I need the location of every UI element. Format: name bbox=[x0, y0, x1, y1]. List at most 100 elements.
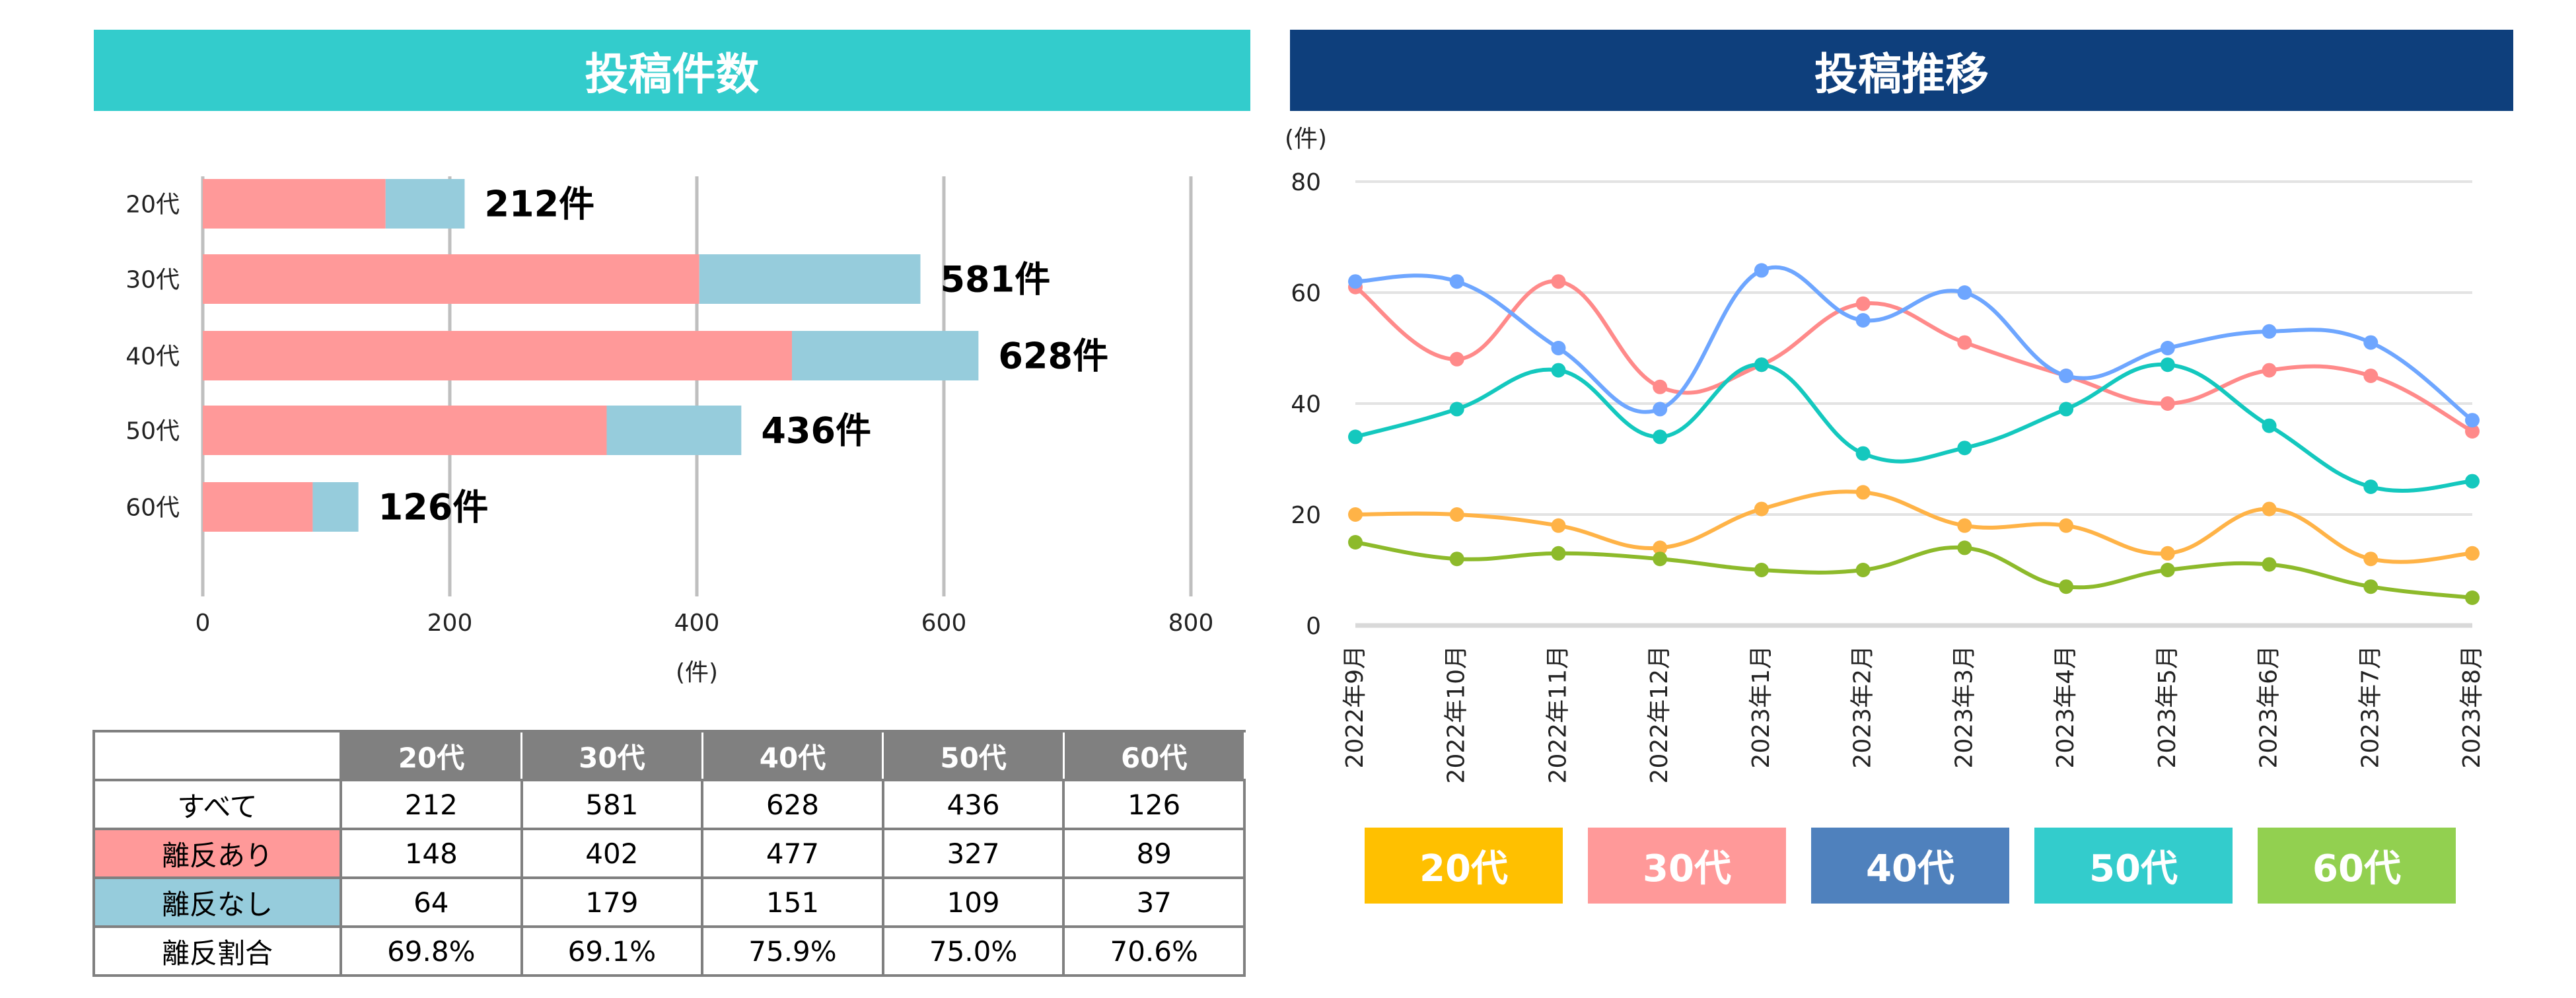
bar-total-label: 628件 bbox=[998, 336, 1108, 377]
bar-segment-retained bbox=[312, 482, 359, 532]
category-label: 20代 bbox=[125, 192, 180, 219]
table-cell: 212 bbox=[340, 779, 523, 830]
right-panel-title: 投稿推移 bbox=[1290, 30, 2513, 111]
data-point bbox=[2262, 501, 2277, 517]
table-row: 離反あり 148 402 477 327 89 bbox=[92, 828, 1246, 879]
legend-item: 30代 bbox=[1588, 828, 1786, 904]
series-line bbox=[1355, 265, 2474, 422]
table-cell: 436 bbox=[881, 779, 1065, 830]
data-point bbox=[2363, 480, 2379, 494]
data-point bbox=[2363, 369, 2379, 383]
data-point bbox=[2262, 324, 2277, 339]
x-tick-label: 400 bbox=[674, 610, 720, 637]
table-cell: 581 bbox=[520, 779, 704, 830]
table-cell: 75.9% bbox=[701, 925, 884, 977]
table-column-header: 50代 bbox=[882, 730, 1065, 781]
y-axis-unit-label: (件) bbox=[1285, 125, 1327, 153]
data-point bbox=[1754, 563, 1769, 577]
x-axis-label: (件) bbox=[676, 659, 718, 686]
bar-segment-churned bbox=[203, 179, 386, 229]
data-point bbox=[2363, 335, 2379, 350]
category-label: 50代 bbox=[125, 418, 180, 445]
x-tick-label: 2023年8月 bbox=[2458, 645, 2486, 769]
data-point bbox=[2262, 418, 2277, 433]
legend-item: 40代 bbox=[1811, 828, 2009, 904]
data-point bbox=[2160, 396, 2175, 411]
bar-total-label: 581件 bbox=[940, 259, 1050, 301]
table-cell: 327 bbox=[881, 828, 1065, 879]
data-point bbox=[1957, 285, 1972, 300]
x-tick-label: 2023年5月 bbox=[2154, 645, 2181, 769]
table-cell: 477 bbox=[701, 828, 884, 879]
data-point bbox=[2160, 563, 2175, 577]
table-cell: 89 bbox=[1062, 828, 1246, 879]
data-point bbox=[1449, 507, 1464, 522]
y-tick-label: 40 bbox=[1291, 391, 1321, 418]
data-point bbox=[1855, 563, 1871, 577]
data-point bbox=[1551, 518, 1566, 533]
data-point bbox=[2160, 341, 2175, 355]
data-point bbox=[1957, 441, 1972, 456]
x-tick-label: 800 bbox=[1168, 610, 1214, 637]
series-20代 bbox=[1348, 485, 2480, 567]
bar-total-label: 212件 bbox=[484, 184, 594, 225]
x-tick-label: 2023年3月 bbox=[1950, 645, 1978, 769]
series-line bbox=[1355, 540, 2473, 600]
x-tick-label: 2023年4月 bbox=[2052, 645, 2079, 769]
legend-item: 20代 bbox=[1365, 828, 1563, 904]
table-cell: 151 bbox=[701, 876, 884, 928]
data-point bbox=[1754, 501, 1769, 517]
data-point bbox=[1449, 274, 1464, 289]
data-point bbox=[1653, 540, 1668, 555]
data-point bbox=[2465, 546, 2480, 561]
table-cell: 179 bbox=[520, 876, 704, 928]
data-point bbox=[2059, 579, 2074, 594]
data-point bbox=[2465, 424, 2480, 439]
bar-segment-retained bbox=[699, 254, 921, 304]
table-cell: 402 bbox=[520, 828, 704, 879]
series-50代 bbox=[1348, 357, 2480, 494]
data-point bbox=[1957, 335, 1972, 350]
data-point bbox=[1653, 429, 1668, 445]
y-tick-label: 20 bbox=[1291, 502, 1321, 529]
data-point bbox=[1653, 552, 1668, 567]
y-tick-label: 0 bbox=[1306, 613, 1321, 640]
table-column-header: 20代 bbox=[340, 730, 523, 781]
data-point bbox=[1855, 485, 1871, 500]
series-line bbox=[1355, 489, 2473, 564]
table-cell: 37 bbox=[1062, 876, 1246, 928]
legend-item: 50代 bbox=[2034, 828, 2233, 904]
bar-segment-churned bbox=[203, 331, 792, 380]
table-row: すべて 212 581 628 436 126 bbox=[92, 779, 1246, 830]
table-column-header: 40代 bbox=[701, 730, 884, 781]
bar-segment-churned bbox=[203, 254, 699, 304]
data-point bbox=[2160, 546, 2175, 561]
table-corner-cell bbox=[92, 730, 342, 781]
y-tick-label: 60 bbox=[1291, 280, 1321, 307]
table-cell: 70.6% bbox=[1062, 925, 1246, 977]
data-point bbox=[2262, 557, 2277, 572]
x-tick-label: 2023年2月 bbox=[1849, 645, 1877, 769]
x-tick-label: 2022年11月 bbox=[1544, 645, 1571, 783]
series-30代 bbox=[1348, 274, 2480, 439]
bar-segment-retained bbox=[791, 331, 979, 380]
series-60代 bbox=[1348, 535, 2480, 605]
bar-segment-retained bbox=[606, 406, 742, 455]
x-tick-label: 600 bbox=[921, 610, 967, 637]
data-point bbox=[1653, 379, 1668, 394]
bar-segment-churned bbox=[203, 406, 607, 455]
x-tick-label: 2022年9月 bbox=[1342, 645, 1369, 769]
bar-segment-retained bbox=[385, 179, 465, 229]
data-point bbox=[1855, 296, 1871, 311]
data-point bbox=[2059, 369, 2074, 383]
table-column-header: 60代 bbox=[1062, 730, 1246, 781]
table-column-header: 30代 bbox=[520, 730, 703, 781]
data-point bbox=[1449, 351, 1464, 367]
data-point bbox=[2262, 363, 2277, 378]
data-point bbox=[1957, 518, 1972, 533]
x-tick-label: 200 bbox=[427, 610, 473, 637]
category-label: 40代 bbox=[125, 343, 180, 371]
data-point bbox=[1855, 313, 1871, 328]
data-point bbox=[2059, 518, 2074, 533]
x-tick-label: 2023年6月 bbox=[2256, 645, 2283, 769]
